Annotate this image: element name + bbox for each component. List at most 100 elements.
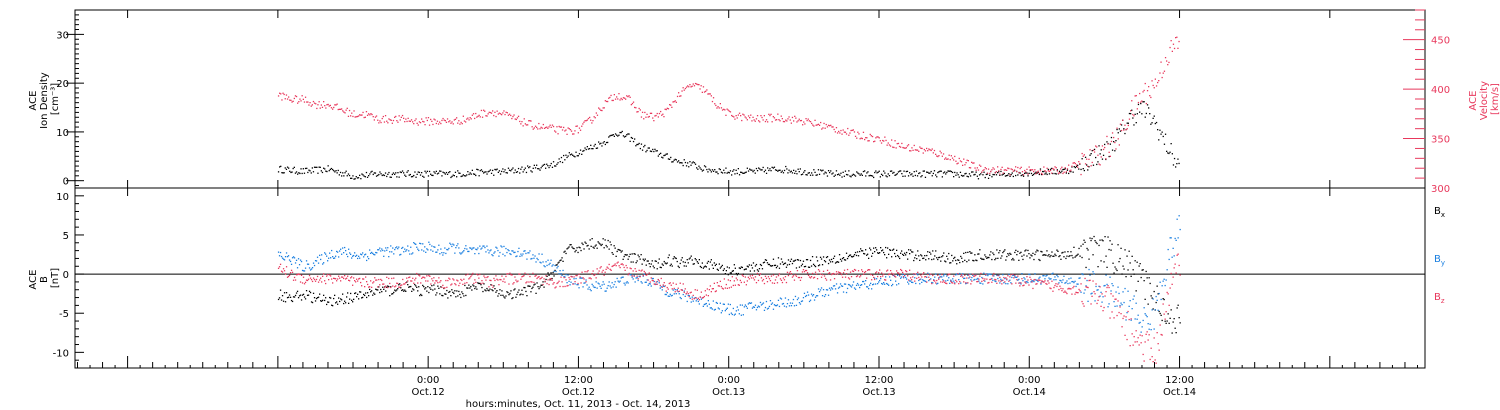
density-point xyxy=(826,175,829,177)
by-point xyxy=(458,247,460,249)
velocity-point xyxy=(852,129,854,131)
bx-point xyxy=(859,250,861,253)
density-point xyxy=(882,174,884,177)
density-point xyxy=(517,167,520,170)
by-point xyxy=(792,298,795,301)
density-point xyxy=(1045,172,1047,174)
by-point xyxy=(917,274,919,276)
by-point xyxy=(394,248,396,251)
by-point xyxy=(1126,312,1128,314)
bx-point xyxy=(485,290,487,292)
density-point xyxy=(719,168,721,171)
bz-point xyxy=(402,278,404,281)
velocity-point xyxy=(345,109,347,111)
by-point xyxy=(290,263,293,265)
velocity-point xyxy=(1125,128,1127,131)
bx-point xyxy=(1040,250,1042,253)
bz-point xyxy=(830,273,833,276)
velocity-point xyxy=(560,126,563,128)
velocity-point xyxy=(1049,169,1052,172)
by-point xyxy=(845,291,848,294)
by-point xyxy=(780,298,783,300)
bx-point xyxy=(962,261,964,263)
bx-point xyxy=(860,248,862,250)
bz-point xyxy=(1027,279,1029,281)
bx-point xyxy=(936,257,938,259)
bz-point xyxy=(757,279,760,282)
by-point xyxy=(434,246,436,248)
by-point xyxy=(714,308,716,311)
velocity-point xyxy=(1015,166,1017,168)
density-point xyxy=(384,172,387,174)
by-point xyxy=(1089,274,1091,276)
by-point xyxy=(1134,318,1136,320)
density-point xyxy=(787,172,789,174)
velocity-point xyxy=(765,119,768,121)
velocity-point xyxy=(858,133,860,135)
bz-point xyxy=(934,280,936,282)
bx-point xyxy=(510,290,512,292)
bz-point xyxy=(562,285,564,288)
bz-point xyxy=(1062,288,1064,290)
bz-point xyxy=(912,276,914,278)
velocity-point xyxy=(380,121,382,124)
bx-point xyxy=(1037,250,1039,252)
by-point xyxy=(414,243,416,245)
velocity-point xyxy=(283,93,285,96)
bz-point xyxy=(345,278,347,280)
velocity-point xyxy=(449,120,451,122)
bx-point xyxy=(594,245,596,247)
bz-point xyxy=(455,284,457,286)
velocity-point xyxy=(319,107,321,109)
velocity-point xyxy=(537,128,539,130)
bz-point xyxy=(1156,332,1158,334)
density-point xyxy=(510,170,512,172)
density-point xyxy=(474,173,476,175)
bz-point xyxy=(569,278,571,280)
density-point xyxy=(876,172,878,174)
density-point xyxy=(1119,130,1122,132)
bz-point xyxy=(848,278,851,280)
by-point xyxy=(1078,277,1080,279)
bz-point xyxy=(903,276,905,278)
bx-point xyxy=(310,301,313,303)
by-point xyxy=(618,281,620,283)
bx-point xyxy=(706,262,708,264)
bx-point xyxy=(610,244,612,246)
bx-point xyxy=(1034,253,1036,256)
density-point xyxy=(729,170,732,172)
density-point xyxy=(1068,172,1070,175)
density-point xyxy=(940,170,942,172)
velocity-point xyxy=(898,145,901,148)
by-point xyxy=(746,307,748,309)
velocity-point xyxy=(1142,91,1144,93)
density-point xyxy=(441,175,443,177)
bx-point xyxy=(834,262,837,264)
bx-point xyxy=(909,253,911,255)
velocity-point xyxy=(344,112,346,114)
bx-point xyxy=(559,259,561,262)
bz-point xyxy=(901,269,903,272)
by-point xyxy=(545,261,547,263)
by-point xyxy=(1085,285,1087,287)
bz-point xyxy=(898,272,900,274)
bx-point xyxy=(547,272,549,274)
velocity-point xyxy=(594,117,596,119)
by-point xyxy=(1009,279,1011,281)
density-point xyxy=(783,169,786,172)
bx-point xyxy=(1150,295,1152,297)
bz-point xyxy=(594,273,596,276)
bz-point xyxy=(368,286,370,288)
bx-point xyxy=(896,249,898,251)
by-point xyxy=(1099,295,1101,297)
by-point xyxy=(672,289,674,291)
velocity-point xyxy=(956,163,958,165)
density-point xyxy=(690,164,692,166)
by-point xyxy=(321,254,323,256)
bz-point xyxy=(446,286,448,288)
velocity-point xyxy=(543,127,546,129)
bx-point xyxy=(634,253,636,255)
bz-point xyxy=(341,276,343,278)
by-point xyxy=(682,293,684,296)
density-point xyxy=(661,156,663,158)
